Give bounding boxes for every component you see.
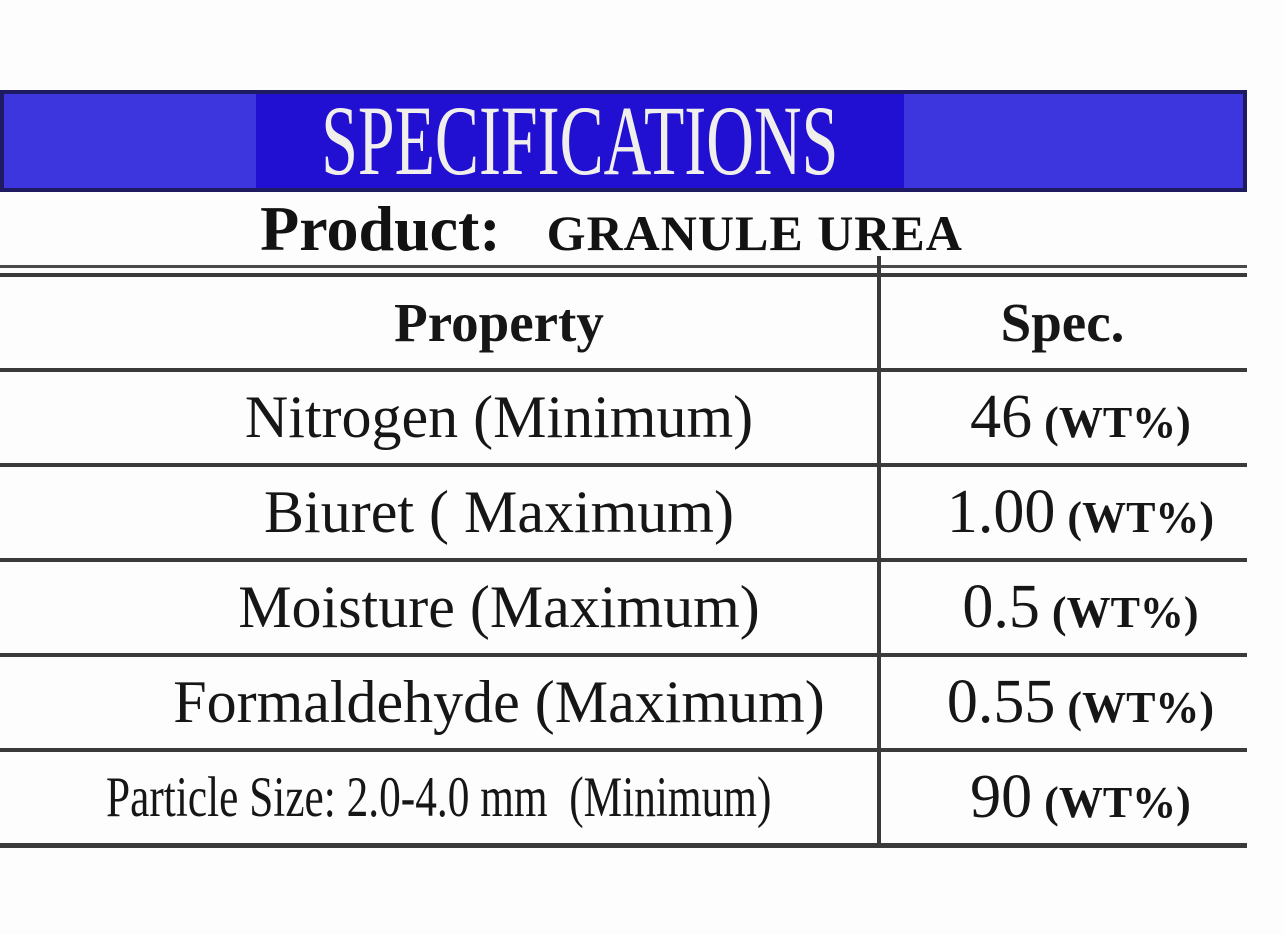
- property-column-header: Property: [394, 292, 604, 353]
- property-header-cell: Property: [0, 277, 878, 368]
- spec-cell: 46 (WT%): [878, 372, 1247, 463]
- spec-number: 1.00: [946, 478, 1056, 546]
- table-top-border: [0, 265, 1247, 268]
- table-row: Biuret ( Maximum) 1.00 (WT%): [0, 463, 1247, 558]
- spec-header-cell: Spec.: [878, 277, 1247, 368]
- table-header-row: Property Spec.: [0, 273, 1247, 368]
- table-row: Moisture (Maximum) 0.5 (WT%): [0, 558, 1247, 653]
- property-name: Formaldehyde (Maximum): [173, 669, 825, 735]
- property-name: Nitrogen (Minimum): [244, 384, 754, 450]
- specifications-banner: SPECIFICATIONS: [0, 90, 1247, 192]
- specifications-title: SPECIFICATIONS: [321, 85, 839, 196]
- spec-unit: (WT%): [1067, 493, 1215, 542]
- table-row: Formaldehyde (Maximum) 0.55 (WT%): [0, 653, 1247, 748]
- property-cell: Formaldehyde (Maximum): [0, 657, 878, 748]
- spec-number: 46: [970, 383, 1033, 451]
- table-row: Nitrogen (Minimum) 46 (WT%): [0, 368, 1247, 463]
- product-line: Product: GRANULE UREA: [0, 192, 1247, 266]
- spec-value: 0.55 (WT%): [947, 667, 1214, 738]
- spec-value: 0.5 (WT%): [962, 572, 1198, 643]
- spec-cell: 0.55 (WT%): [878, 657, 1247, 748]
- spec-unit: (WT%): [1051, 588, 1199, 637]
- table-body: Nitrogen (Minimum) 46 (WT%) Biuret ( Max…: [0, 368, 1247, 843]
- spec-cell: 0.5 (WT%): [878, 562, 1247, 653]
- property-name: Particle Size: 2.0-4.0 mm (Minimum): [106, 766, 772, 829]
- property-cell: Biuret ( Maximum): [0, 467, 878, 558]
- spec-unit: (WT%): [1044, 778, 1191, 827]
- column-divider-line: [877, 256, 881, 843]
- property-cell: Moisture (Maximum): [0, 562, 878, 653]
- spec-cell: 1.00 (WT%): [878, 467, 1247, 558]
- spec-number: 0.55: [946, 668, 1056, 736]
- spec-value: 1.00 (WT%): [947, 477, 1214, 548]
- spec-column-header: Spec.: [1000, 292, 1125, 353]
- property-cell: Particle Size: 2.0-4.0 mm (Minimum): [0, 752, 878, 843]
- product-label: Product:: [260, 193, 501, 264]
- table-row: Particle Size: 2.0-4.0 mm (Minimum) 90 (…: [0, 748, 1247, 843]
- spec-value: 46 (WT%): [970, 382, 1191, 453]
- spec-unit: (WT%): [1044, 398, 1191, 447]
- spec-number: 90: [970, 763, 1033, 831]
- spec-unit: (WT%): [1067, 683, 1215, 732]
- property-name: Biuret ( Maximum): [264, 479, 734, 545]
- property-name: Moisture (Maximum): [238, 574, 760, 640]
- spec-number: 0.5: [962, 573, 1040, 641]
- spec-table: Property Spec. Nitrogen (Minimum) 46 (WT…: [0, 265, 1247, 848]
- spec-cell: 90 (WT%): [878, 752, 1247, 843]
- spec-value: 90 (WT%): [970, 762, 1191, 833]
- specifications-banner-inner-panel: SPECIFICATIONS: [256, 85, 904, 196]
- product-name: GRANULE UREA: [546, 205, 963, 261]
- property-cell: Nitrogen (Minimum): [0, 372, 878, 463]
